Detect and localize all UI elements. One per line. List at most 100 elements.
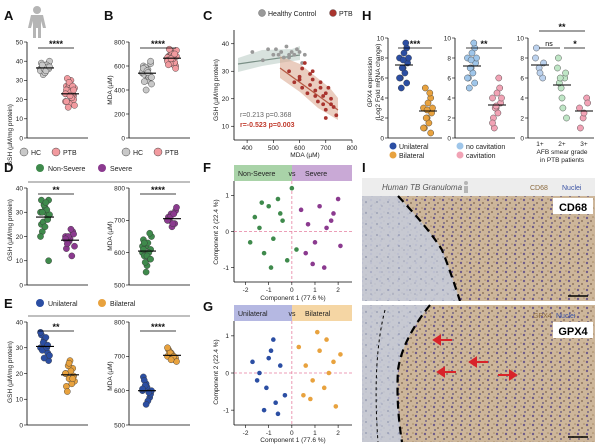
data-point [421,84,429,92]
data-point [533,44,540,52]
data-point [281,55,286,60]
data-point [144,69,152,76]
y-tick-label: 8 [520,55,524,62]
x-tick-label: 1 [313,430,317,437]
legend-h-unilateral: Unilateral [399,144,429,151]
data-point [67,225,75,233]
data-point [167,55,175,63]
data-point [268,348,274,354]
data-point [555,54,562,62]
y-tick-label: 20 [222,96,230,103]
y-tick-label: 40 [16,185,24,192]
data-point [292,52,297,57]
data-point [335,196,341,202]
data-point [338,243,343,249]
data-point [312,240,318,245]
x-tick-label: 400 [242,145,253,152]
data-point [62,235,69,243]
data-point [559,104,567,112]
x-tick-label: 500 [268,145,279,152]
data-point [314,329,320,335]
data-point [321,265,327,270]
granuloma-boundary-bottom [396,304,431,443]
data-point [308,72,312,76]
legend-cavitation: cavitation [466,153,496,160]
data-point [422,114,430,122]
data-point [284,44,289,49]
panel-g-tag-right: Bilateral [305,311,331,318]
y-tick-label: 400 [114,87,125,94]
data-point [64,103,72,111]
data-point [63,98,70,105]
legend-non-severe: Non-Severe [48,166,85,173]
data-point [45,257,52,265]
data-point [303,250,309,256]
data-point [292,80,297,85]
data-point [310,69,315,74]
data-point [562,69,569,77]
y-tick-label: 8 [380,55,384,62]
data-point [164,344,171,352]
data-point [424,99,432,107]
data-point [331,359,336,365]
data-point [282,392,288,398]
data-point [296,344,302,350]
y-tick-label: 6 [380,75,384,82]
data-point [403,79,411,87]
legend-ptb: PTB [63,150,77,157]
data-point [167,356,175,364]
data-point [261,407,267,413]
x-tick-label: 1 [313,287,317,294]
data-point [318,85,323,90]
y-tick-label: 600 [114,63,125,70]
data-point [295,47,299,52]
y-tick-label: 0 [380,135,384,142]
data-point [333,404,339,409]
panel-i-nuclei-2: Nuclei [556,313,576,320]
data-point [321,94,326,98]
data-point [496,84,504,92]
data-point [321,385,327,391]
data-point [37,328,44,336]
human-body-icon [28,6,46,38]
data-point [46,63,53,71]
data-point [41,223,49,231]
panel-label-f: F [203,160,211,175]
legend-hc-b: HC [133,150,143,157]
data-point [250,359,255,365]
granuloma-boundary-top [397,195,462,302]
panel-i-label1: CD68 [559,202,587,214]
data-point [396,74,403,82]
y-tick-label: 50 [16,39,24,46]
data-point [140,78,148,85]
panel-e-mda-significance: **** [151,322,166,332]
panel-e-legend: Unilateral Bilateral [28,299,190,317]
data-point [471,79,479,87]
data-point [401,69,409,77]
panel-h3-xtick-3: 3+ [580,141,588,148]
x-tick-label: 600 [294,145,305,152]
data-point [273,400,278,406]
data-point [563,114,570,122]
data-point [554,64,561,72]
panel-e-gsh-significance: ** [52,322,60,332]
panel-b-ylabel: MDA (µM) [107,75,114,104]
panel-i-stain1: CD68 [530,185,548,192]
y-tick-label: 0 [19,282,23,289]
panel-b-legend: HC PTB [121,147,179,157]
panel-label-e: E [4,296,13,311]
data-point [169,220,177,227]
panel-label-h: H [362,8,371,23]
y-tick-label: 4 [520,95,524,102]
data-point [427,129,435,137]
data-point [275,196,281,202]
panel-d-legend: Non-Severe Severe [28,164,190,183]
y-tick-label: 30 [16,210,24,217]
data-point [268,265,274,270]
data-point [423,106,431,114]
panel-h1-significance: *** [410,39,421,49]
data-point [558,94,566,102]
data-point [323,91,328,96]
panel-e-gsh-ylabel: GSH (µM/mg protein) [7,341,14,403]
y-tick-label: 1 [225,193,229,200]
